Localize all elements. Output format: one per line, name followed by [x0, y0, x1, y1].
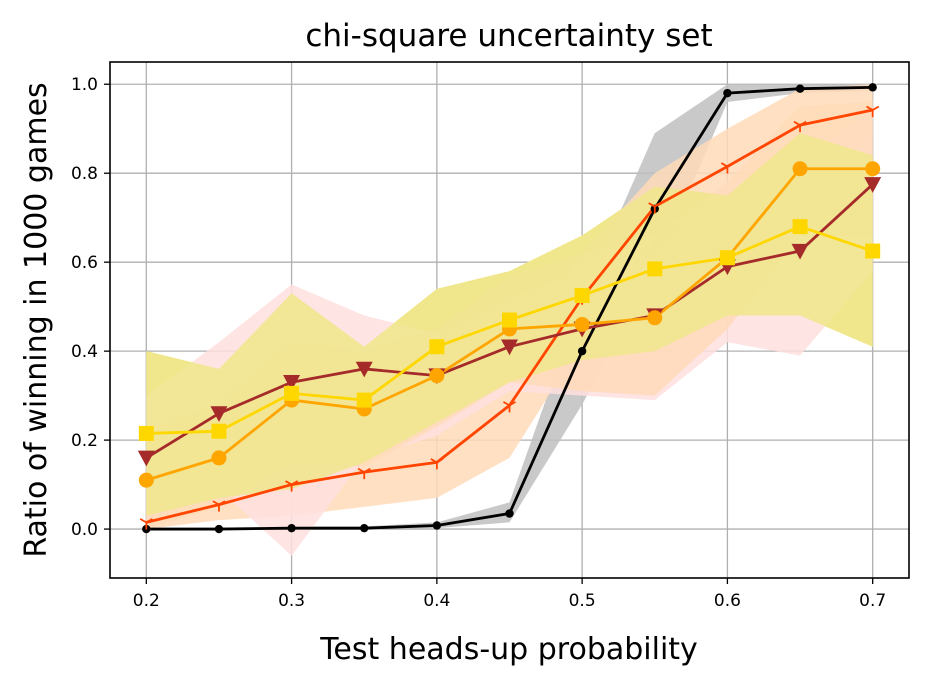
x-tick-label: 0.4	[423, 591, 450, 611]
point-series-2	[793, 120, 807, 133]
point-series-3	[283, 375, 301, 391]
point-series-1	[795, 84, 805, 93]
x-axis-title: Test heads-up probability	[319, 632, 698, 667]
point-series-4	[865, 161, 881, 177]
point-series-2	[866, 105, 880, 118]
point-series-2	[139, 518, 153, 530]
point-series-1	[432, 521, 442, 530]
point-series-2	[430, 458, 444, 470]
x-tick-label: 0.3	[278, 591, 305, 611]
point-series-1	[723, 88, 732, 98]
axis-ticks: 0.2 0.3 0.4 0.5 0.6 0.7 0.0 0.2 0.4 0.6 0.8 1.0	[71, 75, 886, 611]
point-series-1	[360, 523, 369, 533]
point-series-5	[792, 219, 808, 235]
point-series-1	[577, 346, 587, 356]
point-series-2	[720, 162, 734, 174]
point-series-1	[505, 509, 514, 518]
point-series-2	[648, 202, 662, 214]
point-series-3	[137, 450, 155, 467]
y-tick-label: 0.4	[71, 342, 98, 362]
point-series-5	[502, 312, 517, 328]
point-series-5	[429, 339, 445, 355]
point-series-2	[502, 401, 517, 413]
point-series-4	[574, 316, 590, 332]
x-tick-label: 0.7	[859, 591, 886, 611]
y-tick-label: 0.2	[71, 431, 98, 451]
point-series-5	[356, 392, 372, 408]
point-series-5	[284, 385, 300, 401]
point-series-5	[138, 425, 154, 441]
y-axis-title: Ratio of winning in 1000 games	[19, 82, 54, 557]
point-series-4	[211, 450, 227, 466]
point-series-4	[647, 310, 663, 326]
x-tick-label: 0.5	[569, 591, 596, 611]
point-series-3	[210, 406, 228, 422]
chart-title: chi-square uncertainty set	[305, 18, 712, 54]
point-series-5	[211, 423, 227, 439]
point-series-2	[212, 500, 226, 512]
point-series-5	[647, 261, 663, 277]
point-series-1	[287, 523, 296, 533]
point-series-4	[429, 368, 445, 384]
series-markers	[137, 83, 882, 534]
y-tick-label: 1.0	[71, 75, 98, 95]
y-tick-label: 0.8	[71, 164, 98, 184]
x-tick-label: 0.6	[714, 591, 741, 611]
point-series-5	[719, 250, 735, 266]
point-series-3	[501, 339, 518, 356]
x-tick-label: 0.2	[133, 591, 160, 611]
plot-frame	[109, 61, 910, 579]
point-series-2	[285, 480, 299, 492]
point-series-3	[864, 177, 882, 193]
y-tick-label: 0.0	[71, 520, 98, 540]
point-series-3	[355, 361, 373, 378]
point-series-3	[791, 243, 809, 260]
point-series-4	[792, 161, 808, 177]
point-series-1	[868, 83, 877, 92]
y-tick-label: 0.6	[71, 253, 98, 273]
point-series-2	[357, 467, 371, 480]
point-series-1	[214, 524, 224, 534]
point-series-4	[138, 472, 154, 488]
point-series-5	[865, 243, 881, 259]
point-series-5	[574, 288, 590, 304]
